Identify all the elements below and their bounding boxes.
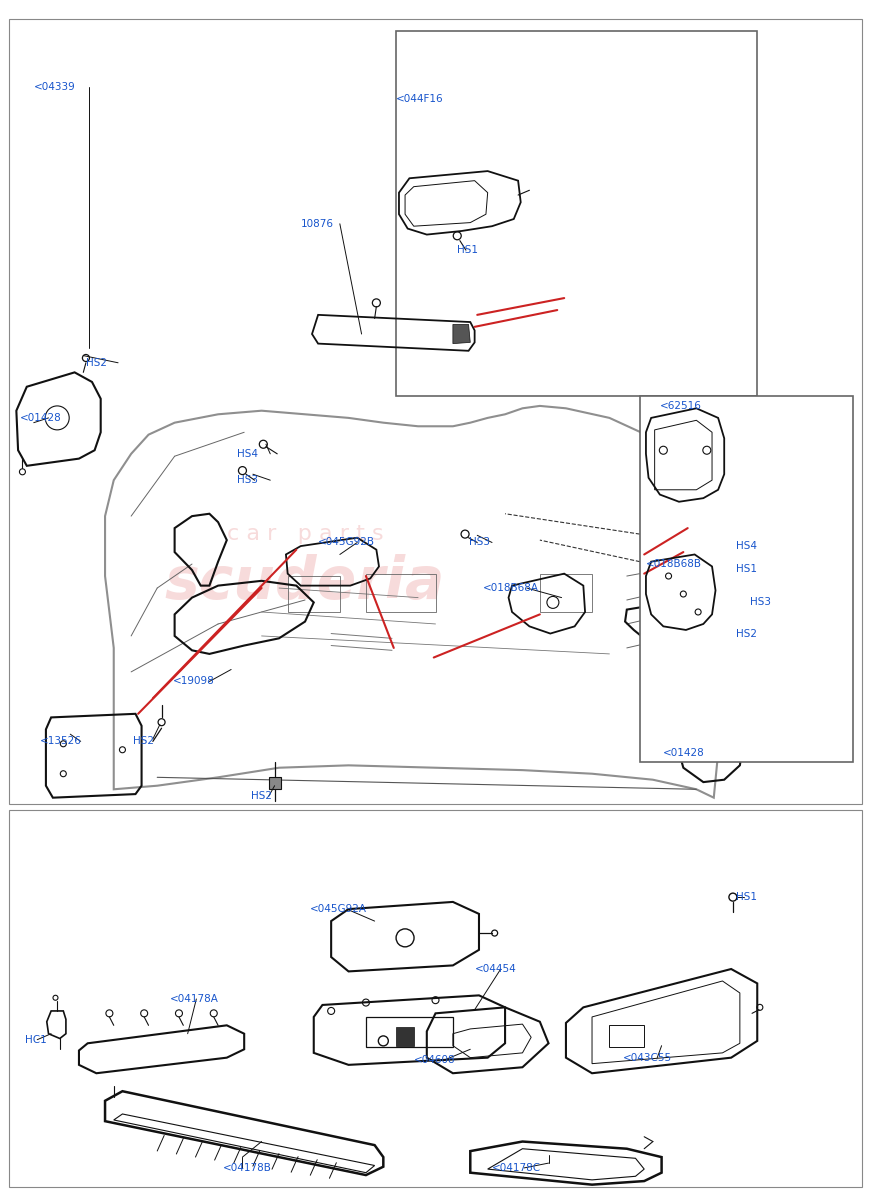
Text: <01428: <01428: [20, 413, 62, 422]
Text: <19098: <19098: [172, 677, 214, 686]
Text: HS2: HS2: [133, 737, 154, 746]
Polygon shape: [396, 1026, 414, 1045]
Text: <018B68A: <018B68A: [483, 583, 539, 593]
Text: c a r   p a r t s: c a r p a r t s: [226, 524, 383, 544]
Text: <018B68B: <018B68B: [646, 559, 702, 569]
Text: <04178C: <04178C: [492, 1163, 541, 1172]
Text: <045G92A: <045G92A: [309, 904, 367, 914]
Text: HS1: HS1: [735, 892, 757, 902]
Text: scuderia: scuderia: [165, 553, 445, 611]
Text: HS3: HS3: [750, 598, 772, 607]
Text: HS3: HS3: [237, 475, 258, 485]
Text: <043C55: <043C55: [623, 1052, 672, 1063]
Text: HS4: HS4: [735, 541, 757, 551]
Bar: [10, 19, 861, 804]
Text: <62516: <62516: [660, 401, 702, 410]
Bar: [610, 1025, 645, 1046]
Text: HS2: HS2: [251, 792, 272, 802]
Text: HS2: HS2: [735, 629, 757, 638]
Text: <045G92B: <045G92B: [318, 538, 375, 547]
Text: HC1: HC1: [25, 1034, 47, 1045]
Text: <01428: <01428: [664, 749, 706, 758]
Bar: [396, 31, 757, 396]
Text: <13526: <13526: [40, 737, 82, 746]
Text: <04178A: <04178A: [170, 994, 219, 1004]
Bar: [287, 576, 340, 612]
Bar: [10, 810, 861, 1187]
Text: HS2: HS2: [86, 358, 107, 367]
Polygon shape: [453, 324, 470, 343]
Bar: [366, 1016, 453, 1046]
Bar: [540, 574, 592, 612]
Text: 10876: 10876: [300, 218, 334, 229]
Text: <044F16: <044F16: [396, 94, 444, 104]
Text: <04454: <04454: [475, 964, 517, 974]
Text: <04339: <04339: [34, 83, 76, 92]
Text: HS3: HS3: [469, 538, 490, 547]
Bar: [640, 396, 853, 762]
Polygon shape: [268, 778, 280, 790]
Text: HS4: HS4: [237, 449, 258, 458]
Bar: [366, 574, 436, 612]
Text: HS1: HS1: [457, 245, 478, 256]
Text: <04178B: <04178B: [222, 1163, 272, 1172]
Text: HS1: HS1: [735, 564, 757, 574]
Text: <04608: <04608: [414, 1055, 456, 1066]
